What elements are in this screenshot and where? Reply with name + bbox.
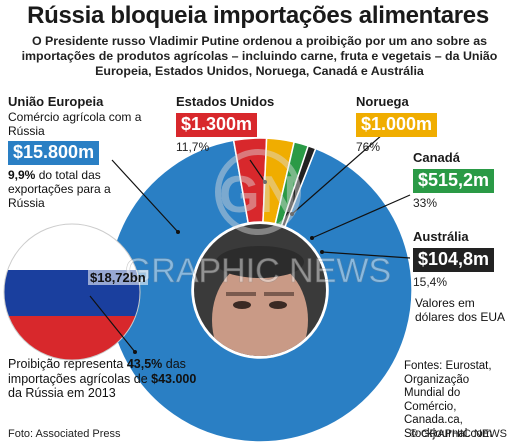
- norway-country-label: Noruega: [356, 94, 409, 109]
- ban-pct: 43,5%: [126, 357, 163, 371]
- norway-share-pct: 76%: [356, 140, 381, 154]
- ban-text-2: das importações agrícolas de: [8, 357, 186, 386]
- leader-eu: [111, 159, 179, 233]
- usa-value-box: $1.300m: [176, 113, 258, 137]
- australia-label-block: Austrália $104,8m 15,4%: [413, 229, 495, 289]
- watermark-logo: GN: [219, 166, 297, 224]
- leader-canada: [311, 194, 411, 239]
- usa-label-block: Estados Unidos $1.300m 11,7%: [176, 94, 274, 154]
- ban-value: $43.000: [151, 371, 197, 386]
- australia-country-label: Austrália: [413, 229, 469, 244]
- eu-share-desc: do total das exportações para a Rússia: [8, 168, 111, 210]
- ban-share-text: Proibição representa 43,5% das importaçõ…: [8, 357, 200, 401]
- leader-australia-dot: [320, 250, 324, 254]
- graphic-news-watermark: GN GRAPHIC NEWS: [125, 149, 391, 290]
- eu-label-block: União Europeia Comércio agrícola com a R…: [8, 94, 148, 210]
- putin-photo: [192, 222, 328, 358]
- sources-note: Fontes: Eurostat, Organização Mundial do…: [404, 360, 493, 440]
- leader-norway-dot: [290, 212, 294, 216]
- leader-australia: [321, 251, 411, 259]
- usa-share-pct: 11,7%: [176, 140, 210, 154]
- eu-share-text: 9,9% do total das exportações para a Rús…: [8, 168, 126, 210]
- australia-value-box: $104,8m: [413, 248, 495, 272]
- page-subtitle: O Presidente russo Vladimir Putine orden…: [21, 34, 498, 78]
- copyright: © GRAPHIC NEWS: [409, 428, 507, 440]
- leader-lines: [89, 134, 411, 354]
- photo-credit: Foto: Associated Press: [8, 428, 121, 440]
- watermark-text: GRAPHIC NEWS: [125, 252, 391, 290]
- eu-value-box: $15.800m: [8, 141, 100, 165]
- australia-share-pct: 15,4%: [413, 275, 448, 289]
- usa-country-label: Estados Unidos: [176, 94, 275, 109]
- leader-usa-dot: [263, 180, 267, 184]
- page-title: Rússia bloqueia importações alimentares: [27, 2, 489, 29]
- canada-label-block: Canadá $515,2m 33%: [413, 150, 495, 210]
- canada-value-box: $515,2m: [413, 169, 495, 193]
- ban-text-1: Proibição representa: [8, 357, 124, 371]
- leader-russia: [89, 295, 136, 353]
- norway-label-block: Noruega $1.000m 76%: [356, 94, 438, 154]
- leader-canada-dot: [310, 236, 314, 240]
- units-note: Valores em dólares dos EUA: [415, 296, 506, 324]
- canada-share-pct: 33%: [413, 196, 438, 210]
- canada-country-label: Canadá: [413, 150, 460, 165]
- leader-norway: [291, 134, 383, 215]
- norway-value-box: $1.000m: [356, 113, 438, 137]
- leader-eu-dot: [176, 230, 180, 234]
- eu-description: Comércio agrícola com a Rússia: [8, 110, 142, 138]
- russia-total-value: $18,72bn: [88, 270, 148, 285]
- leader-usa: [249, 159, 266, 183]
- eu-share-pct: 9,9%: [8, 168, 36, 182]
- eu-country-label: União Europeia: [8, 94, 104, 109]
- ban-text-3: da Rússia em 2013: [8, 386, 116, 400]
- leader-russia-dot: [133, 350, 137, 354]
